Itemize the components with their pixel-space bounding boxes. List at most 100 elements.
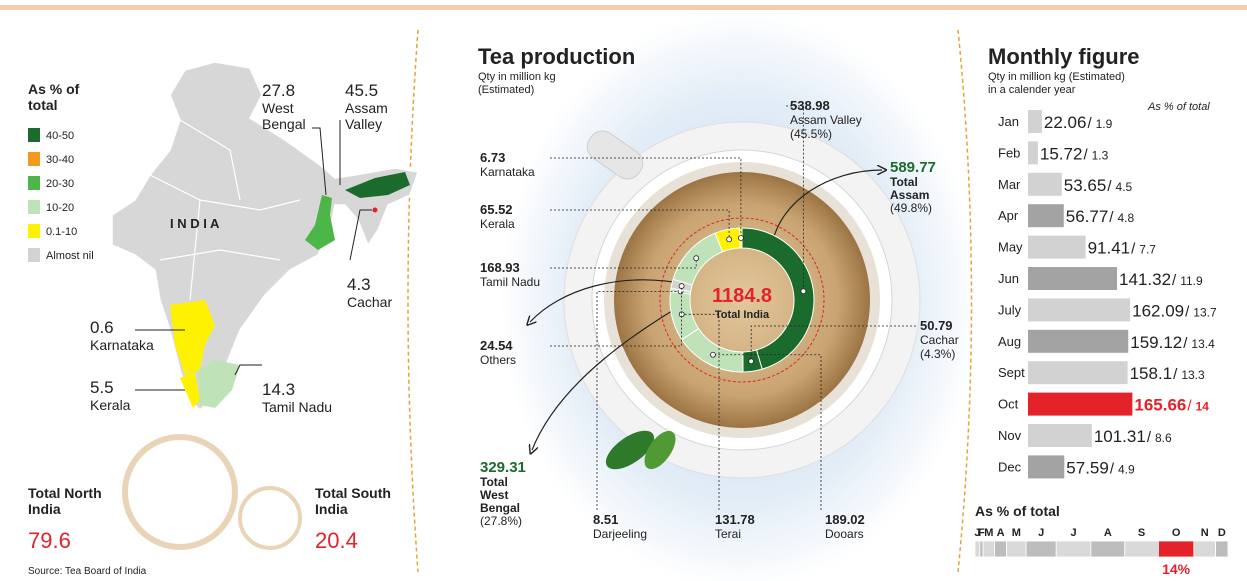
donut-segment xyxy=(741,227,815,370)
strip-segment xyxy=(1006,540,1027,558)
bar xyxy=(1028,267,1118,290)
bar-value: 22.06 xyxy=(1044,113,1087,132)
donut-title: Tea production xyxy=(478,44,635,69)
bar xyxy=(1028,172,1062,196)
kerala xyxy=(180,372,200,408)
bar-value: 57.59 xyxy=(1066,458,1109,477)
bar xyxy=(1028,424,1092,447)
bar xyxy=(1028,392,1133,416)
region-name: Karnataka xyxy=(90,337,154,353)
month-label: Aug xyxy=(998,334,1021,349)
strip-letter: F xyxy=(978,527,985,539)
strip-highlight: 14% xyxy=(1162,561,1191,577)
region-name: Cachar xyxy=(347,294,392,310)
segment-value: 131.78 xyxy=(715,512,755,527)
share-value: 1.3 xyxy=(1092,148,1109,162)
leader-dot xyxy=(748,358,755,365)
strip-letter: J xyxy=(1070,527,1076,539)
bar-value: 162.09 xyxy=(1132,301,1184,320)
separator: / xyxy=(1110,460,1115,477)
strip-segment xyxy=(1158,540,1195,558)
bar xyxy=(1028,110,1042,133)
segment-name: Kerala xyxy=(480,217,515,231)
top-border xyxy=(0,5,1247,10)
bar xyxy=(1028,204,1064,228)
cachar xyxy=(372,207,378,213)
separator: / xyxy=(1185,303,1190,320)
bar xyxy=(1028,361,1128,385)
strip-title: As % of total xyxy=(975,503,1060,519)
annotation-label: Total West Bengal xyxy=(480,475,520,515)
leader-line xyxy=(681,313,720,510)
share-value: 4.8 xyxy=(1117,211,1134,225)
leader-line xyxy=(596,291,681,510)
handle xyxy=(586,130,644,180)
region-name: West Bengal xyxy=(262,100,306,132)
segment-name: Karnataka xyxy=(480,165,535,179)
separator: / xyxy=(1172,272,1177,289)
share-value: 13.4 xyxy=(1191,337,1215,351)
tamil-nadu xyxy=(198,360,240,408)
segment-name: Tamil Nadu xyxy=(480,275,540,289)
share-value: 4.9 xyxy=(1118,462,1135,476)
strip-letter: O xyxy=(1172,527,1181,539)
leader-line xyxy=(550,258,697,269)
segment-note: (4.3%) xyxy=(920,347,955,361)
month-label: Sept xyxy=(998,365,1025,380)
leader-dot xyxy=(678,283,685,289)
region-value: 5.5 xyxy=(90,378,114,397)
region-name: Assam Valley xyxy=(345,100,392,132)
annotation-note: (49.8%) xyxy=(890,201,932,215)
share-value: 1.9 xyxy=(1096,117,1113,131)
separator: / xyxy=(1187,398,1192,415)
leader-dot xyxy=(726,236,733,243)
ring xyxy=(238,486,302,550)
map-leaders xyxy=(135,120,372,391)
dashed-ring xyxy=(659,217,825,383)
share-value: 4.5 xyxy=(1116,180,1133,194)
bar-value: 165.66 xyxy=(1134,396,1186,415)
total-value: 20.4 xyxy=(315,528,358,553)
share-value: 11.9 xyxy=(1180,274,1203,288)
separator: / xyxy=(1183,335,1188,352)
segment-value: 65.52 xyxy=(480,202,513,217)
leader-dot xyxy=(693,255,700,262)
source: Source: Tea Board of India xyxy=(28,566,147,577)
arrow xyxy=(530,279,691,322)
bar-value: 158.1 xyxy=(1130,364,1173,383)
month-label: Oct xyxy=(998,397,1019,412)
strip-letter: A xyxy=(997,527,1005,539)
strip-segment xyxy=(1025,540,1057,558)
separator: / xyxy=(1147,429,1152,446)
segment-note: (45.5%) xyxy=(790,127,832,141)
bar xyxy=(1028,141,1038,165)
bar xyxy=(1028,329,1129,353)
leader-dot xyxy=(737,235,744,241)
legend-label: 20-30 xyxy=(46,178,74,190)
month-label: Feb xyxy=(998,145,1020,160)
segment-name: Others xyxy=(480,353,516,367)
segment-value: 538.98 xyxy=(790,98,830,113)
annotation-label: Total Assam xyxy=(890,175,929,202)
center-label: Total India xyxy=(715,309,770,321)
segment-name: Darjeeling xyxy=(593,527,647,541)
month-label: May xyxy=(998,240,1023,255)
arrow xyxy=(771,170,882,246)
strip-letter: M xyxy=(984,527,993,539)
leaf xyxy=(644,430,676,470)
legend-label: Almost nil xyxy=(46,250,94,262)
center-value: 1184.8 xyxy=(712,285,772,307)
annotation-value: 329.31 xyxy=(480,459,526,476)
segment-value: 24.54 xyxy=(480,338,513,353)
strip-segment xyxy=(1215,540,1229,558)
leaf xyxy=(605,430,655,470)
legend-swatch xyxy=(28,128,40,142)
month-label: Nov xyxy=(998,428,1022,443)
region-value: 14.3 xyxy=(262,380,295,399)
region-value: 45.5 xyxy=(345,81,378,100)
bar-value: 15.72 xyxy=(1040,144,1083,163)
share-value: 13.7 xyxy=(1193,305,1217,319)
strip-letter: J xyxy=(974,527,980,539)
region-value: 27.8 xyxy=(262,81,295,100)
